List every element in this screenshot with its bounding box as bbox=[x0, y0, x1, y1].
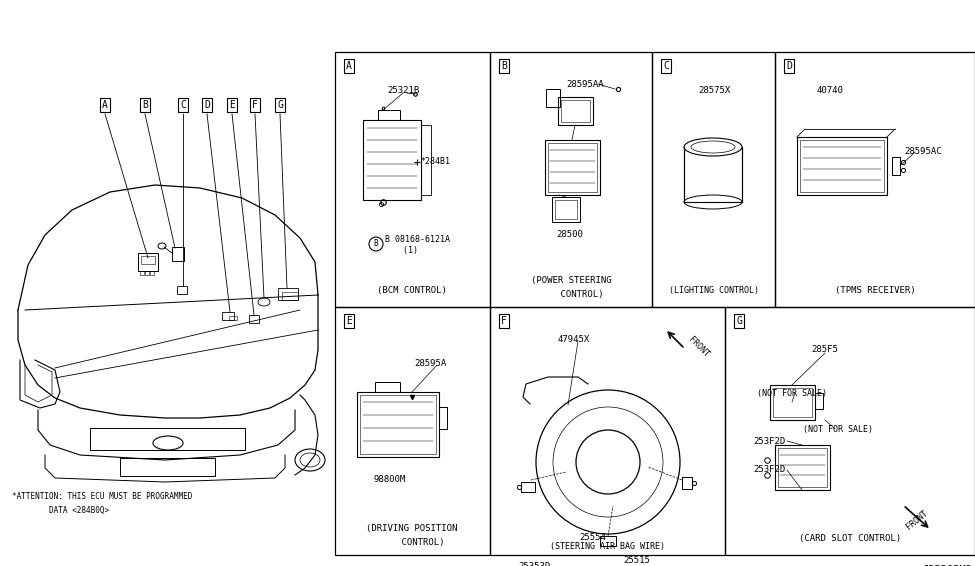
Bar bbox=[363, 120, 421, 200]
Text: (BCM CONTROL): (BCM CONTROL) bbox=[377, 286, 447, 295]
Bar bbox=[150, 271, 154, 275]
Text: 285F5: 285F5 bbox=[811, 345, 838, 354]
Bar bbox=[555, 200, 577, 219]
Text: 25321B: 25321B bbox=[387, 86, 419, 95]
Text: 253F2D: 253F2D bbox=[753, 437, 785, 446]
Text: 25515: 25515 bbox=[623, 556, 650, 565]
Text: (CARD SLOT CONTROL): (CARD SLOT CONTROL) bbox=[799, 534, 901, 543]
Bar bbox=[177, 286, 187, 294]
Bar bbox=[600, 536, 616, 546]
Text: C: C bbox=[663, 61, 669, 71]
Bar bbox=[141, 256, 155, 264]
Bar bbox=[335, 52, 490, 307]
Bar bbox=[490, 307, 725, 555]
Text: 28575X: 28575X bbox=[698, 86, 730, 95]
Text: *284B1: *284B1 bbox=[420, 157, 450, 166]
Text: B: B bbox=[373, 239, 378, 248]
Bar bbox=[357, 392, 439, 457]
Bar bbox=[684, 147, 742, 202]
Bar bbox=[490, 52, 652, 307]
Bar bbox=[552, 197, 580, 222]
Bar bbox=[546, 89, 560, 107]
Text: A: A bbox=[102, 100, 108, 110]
Bar bbox=[800, 140, 884, 192]
Bar bbox=[770, 385, 815, 420]
Text: J25303M3: J25303M3 bbox=[922, 565, 972, 566]
Text: B: B bbox=[142, 100, 148, 110]
Text: *ATTENTION: THIS ECU MUST BE PROGRAMMED: *ATTENTION: THIS ECU MUST BE PROGRAMMED bbox=[12, 492, 192, 501]
Text: E: E bbox=[229, 100, 235, 110]
Text: 25353D: 25353D bbox=[518, 562, 550, 566]
Text: (STEERING AIR BAG WIRE): (STEERING AIR BAG WIRE) bbox=[550, 542, 665, 551]
Text: (1): (1) bbox=[393, 246, 418, 255]
Text: (DRIVING POSITION: (DRIVING POSITION bbox=[367, 525, 457, 534]
Bar bbox=[797, 137, 887, 195]
Bar bbox=[439, 407, 447, 429]
Ellipse shape bbox=[684, 138, 742, 156]
Text: 28595A: 28595A bbox=[413, 359, 447, 368]
Bar bbox=[360, 395, 436, 454]
Bar bbox=[682, 477, 692, 489]
Text: 253F2D: 253F2D bbox=[753, 465, 785, 474]
Text: 40740: 40740 bbox=[817, 86, 843, 95]
Bar bbox=[138, 253, 158, 271]
Text: (TPMS RECEIVER): (TPMS RECEIVER) bbox=[835, 286, 916, 295]
Bar bbox=[140, 271, 144, 275]
Bar bbox=[725, 307, 975, 555]
Text: A: A bbox=[346, 61, 352, 71]
Text: D: D bbox=[204, 100, 210, 110]
Text: F: F bbox=[253, 100, 258, 110]
Bar bbox=[548, 143, 597, 192]
Text: FRONT: FRONT bbox=[687, 335, 711, 359]
Text: E: E bbox=[346, 316, 352, 326]
Text: G: G bbox=[736, 316, 742, 326]
Bar bbox=[773, 388, 812, 417]
Bar bbox=[335, 307, 490, 555]
Text: G: G bbox=[277, 100, 283, 110]
Text: FRONT: FRONT bbox=[905, 508, 930, 531]
Text: 98800M: 98800M bbox=[373, 475, 407, 484]
Circle shape bbox=[369, 237, 383, 251]
Text: C: C bbox=[180, 100, 186, 110]
Text: F: F bbox=[501, 316, 507, 326]
Bar bbox=[375, 382, 400, 392]
Bar bbox=[775, 445, 830, 490]
Bar bbox=[378, 110, 400, 120]
Bar bbox=[172, 247, 184, 261]
Text: 28500: 28500 bbox=[557, 230, 583, 239]
Text: CONTROL): CONTROL) bbox=[539, 289, 604, 298]
Bar bbox=[120, 458, 215, 476]
Text: B: B bbox=[501, 61, 507, 71]
Bar bbox=[521, 482, 535, 492]
Bar bbox=[545, 140, 600, 195]
Text: D: D bbox=[786, 61, 792, 71]
Text: DATA <284B0Q>: DATA <284B0Q> bbox=[12, 506, 109, 515]
Text: 28595AC: 28595AC bbox=[904, 148, 942, 157]
Bar bbox=[558, 97, 593, 125]
Text: (LIGHTING CONTROL): (LIGHTING CONTROL) bbox=[669, 286, 759, 295]
Bar bbox=[775, 52, 975, 307]
Bar bbox=[892, 157, 900, 175]
Bar bbox=[778, 448, 827, 487]
Bar bbox=[421, 125, 431, 195]
Text: (POWER STEERING: (POWER STEERING bbox=[530, 277, 611, 285]
Bar bbox=[90, 428, 245, 450]
Text: (NOT FOR SALE): (NOT FOR SALE) bbox=[803, 425, 873, 434]
Text: B 08168-6121A: B 08168-6121A bbox=[385, 235, 450, 245]
Bar bbox=[249, 315, 259, 323]
Bar bbox=[282, 292, 298, 300]
Bar bbox=[278, 288, 298, 300]
Bar bbox=[229, 316, 237, 320]
Text: 28595AA: 28595AA bbox=[566, 80, 604, 89]
Bar bbox=[815, 393, 823, 409]
Bar bbox=[561, 100, 590, 122]
Bar bbox=[222, 312, 234, 320]
Bar bbox=[652, 52, 775, 307]
Text: CONTROL): CONTROL) bbox=[379, 538, 445, 547]
Bar bbox=[145, 271, 149, 275]
Text: 25554: 25554 bbox=[579, 533, 606, 542]
Text: (NOT FOR SALE): (NOT FOR SALE) bbox=[757, 389, 827, 398]
Text: 47945X: 47945X bbox=[558, 335, 590, 344]
